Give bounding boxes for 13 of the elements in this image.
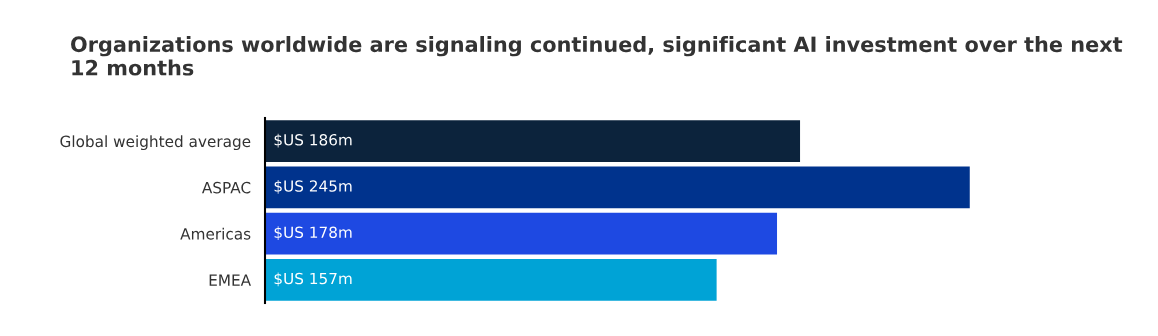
bar — [265, 120, 801, 162]
data-label: $US 186m — [274, 133, 352, 148]
y-tick-label: ASPAC — [201, 181, 251, 194]
y-tick-label: EMEA — [209, 274, 251, 286]
data-label: $US 157m — [274, 272, 352, 287]
bar — [265, 212, 778, 255]
bar — [265, 259, 717, 301]
bar — [265, 166, 970, 209]
chart-title: Organizations worldwide are signaling continued, significant AI investment over the next 12 months — [71, 36, 1123, 76]
data-label: $US 178m — [274, 226, 352, 241]
data-label: $US 245m — [274, 179, 352, 194]
y-tick-label: Americas — [180, 227, 251, 240]
y-tick-label: Global weighted average — [60, 135, 251, 151]
